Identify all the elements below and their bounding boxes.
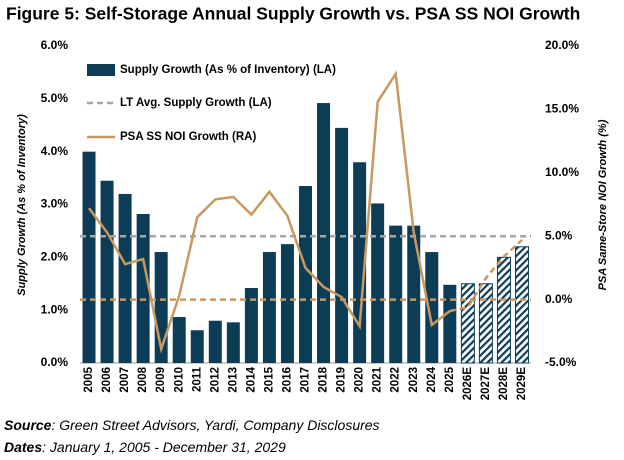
y-tick-label: 0.0% [41, 355, 69, 369]
x-tick-label: 2017 [300, 367, 312, 393]
y-tick-label: 1.0% [41, 302, 69, 316]
x-tick-label: 2018 [318, 366, 330, 392]
source: Source: Green Street Advisors, Yardi, Co… [4, 417, 380, 433]
bar [280, 244, 294, 363]
bar [407, 225, 421, 363]
y2-tick-label: -5.0% [545, 355, 577, 369]
x-tick-label: 2012 [209, 367, 221, 393]
line [88, 70, 451, 354]
bar [136, 214, 150, 363]
x-tick-label: 2019 [336, 367, 348, 393]
x-tick-label: 2009 [155, 367, 167, 393]
x-tick-label: 2025 [444, 366, 456, 392]
y2-tick-label: 5.0% [545, 228, 573, 242]
y2-tick-label: 10.0% [545, 165, 579, 179]
y2-tick-label: 0.0% [545, 292, 573, 306]
line [449, 239, 523, 313]
x-tick-label: 2010 [173, 367, 185, 393]
x-tick-label: 2008 [137, 366, 149, 392]
legend-swatch [87, 64, 115, 76]
bar [82, 151, 96, 363]
x-tick-label: 2014 [245, 366, 257, 392]
source-text: : Green Street Advisors, Yardi, Company … [51, 417, 379, 433]
y2-tick-label: 15.0% [545, 102, 579, 116]
bar [172, 317, 186, 363]
dates: Dates: January 1, 2005 - December 31, 20… [4, 439, 286, 455]
source-label: Source [4, 417, 52, 433]
dates-text: : January 1, 2005 - December 31, 2029 [42, 439, 286, 455]
x-tick-label: 2013 [227, 367, 239, 393]
bar [208, 320, 222, 363]
bar [353, 162, 367, 363]
bar [100, 180, 114, 363]
x-tick-label: 2027E [480, 367, 492, 401]
y2-axis-title: PSA Same-Store NOI Growth (%) [597, 119, 609, 290]
bar [244, 287, 258, 363]
x-tick-label: 2024 [426, 366, 438, 392]
bar [443, 284, 457, 363]
x-tick-label: 2020 [354, 367, 366, 393]
bar [478, 283, 493, 364]
legend-label: LT Avg. Supply Growth (LA) [120, 97, 272, 109]
bar [389, 225, 403, 363]
dates-label: Dates [4, 439, 42, 455]
x-tick-label: 2011 [191, 366, 203, 392]
x-tick-label: 2021 [372, 366, 384, 392]
legend-label: Supply Growth (As % of Inventory) (LA) [120, 64, 336, 76]
bar [514, 246, 529, 364]
x-tick-label: 2015 [263, 366, 275, 392]
bar [190, 330, 204, 363]
x-tick-label: 2028E [498, 367, 510, 401]
x-tick-label: 2005 [83, 366, 95, 392]
chart-title: Figure 5: Self-Storage Annual Supply Gro… [6, 4, 580, 24]
x-tick-label: 2007 [119, 367, 131, 393]
bar [226, 322, 240, 363]
bar [299, 186, 312, 363]
x-tick-label: 2023 [408, 367, 420, 393]
bar [425, 252, 439, 363]
x-tick-label: 2006 [101, 367, 113, 393]
bar [335, 127, 349, 364]
legend-label: PSA SS NOI Growth (RA) [120, 131, 256, 143]
bar [262, 252, 276, 363]
bar [317, 103, 331, 363]
y2-tick-label: 20.0% [545, 38, 579, 52]
bar [460, 283, 475, 364]
y-axis-title: Supply Growth (As % of Inventory) [16, 114, 28, 296]
y-tick-label: 3.0% [41, 197, 69, 211]
bar [371, 203, 385, 363]
x-tick-label: 2026E [462, 367, 474, 401]
y-tick-label: 6.0% [41, 38, 69, 52]
x-tick-label: 2016 [281, 367, 293, 393]
bar [118, 193, 132, 363]
y-tick-label: 5.0% [41, 91, 69, 105]
x-tick-label: 2029E [516, 367, 528, 401]
y-tick-label: 4.0% [41, 144, 69, 158]
bar [496, 256, 511, 364]
y-tick-label: 2.0% [41, 250, 69, 264]
x-tick-label: 2022 [390, 367, 402, 393]
